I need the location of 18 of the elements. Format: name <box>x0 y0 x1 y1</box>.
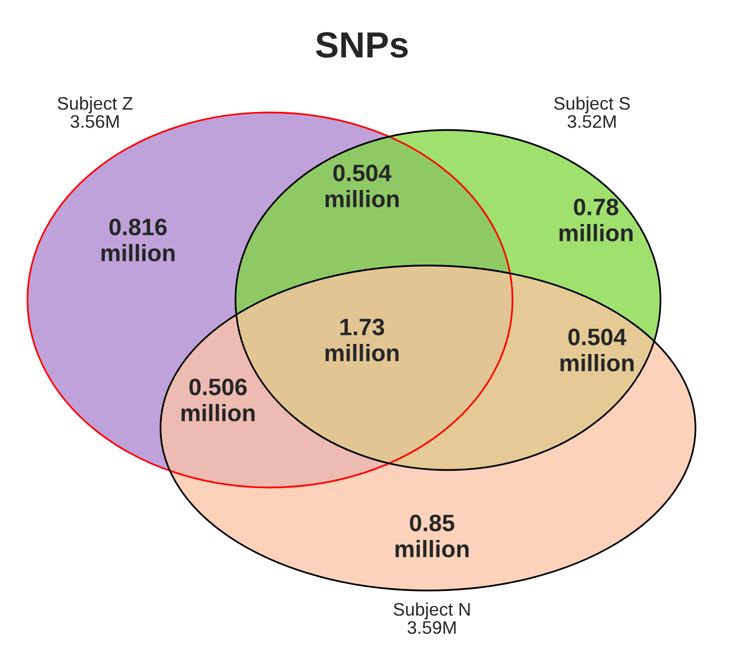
data-label: 0.816 <box>109 218 167 236</box>
data-label: 0.78 <box>574 198 618 216</box>
category-label: million <box>326 190 399 208</box>
data-label: 0.504 <box>568 328 626 346</box>
category-label: million <box>560 354 634 372</box>
text: Subject S 3.52M <box>554 96 630 128</box>
data-label: 0.85 <box>410 514 454 532</box>
category-label: million <box>182 404 255 422</box>
category-label: million <box>102 244 175 262</box>
category-label: million <box>396 540 469 558</box>
text: Subject N 3.59M <box>394 602 470 634</box>
data-label: 1.73 <box>340 318 384 336</box>
data-label: 0.504 <box>333 164 392 182</box>
text: SNPs <box>316 32 408 58</box>
category-label: million <box>326 344 399 362</box>
data-label: 0.506 <box>189 378 247 396</box>
text: Subject Z 3.56M <box>58 96 133 128</box>
category-label: million <box>560 224 633 242</box>
